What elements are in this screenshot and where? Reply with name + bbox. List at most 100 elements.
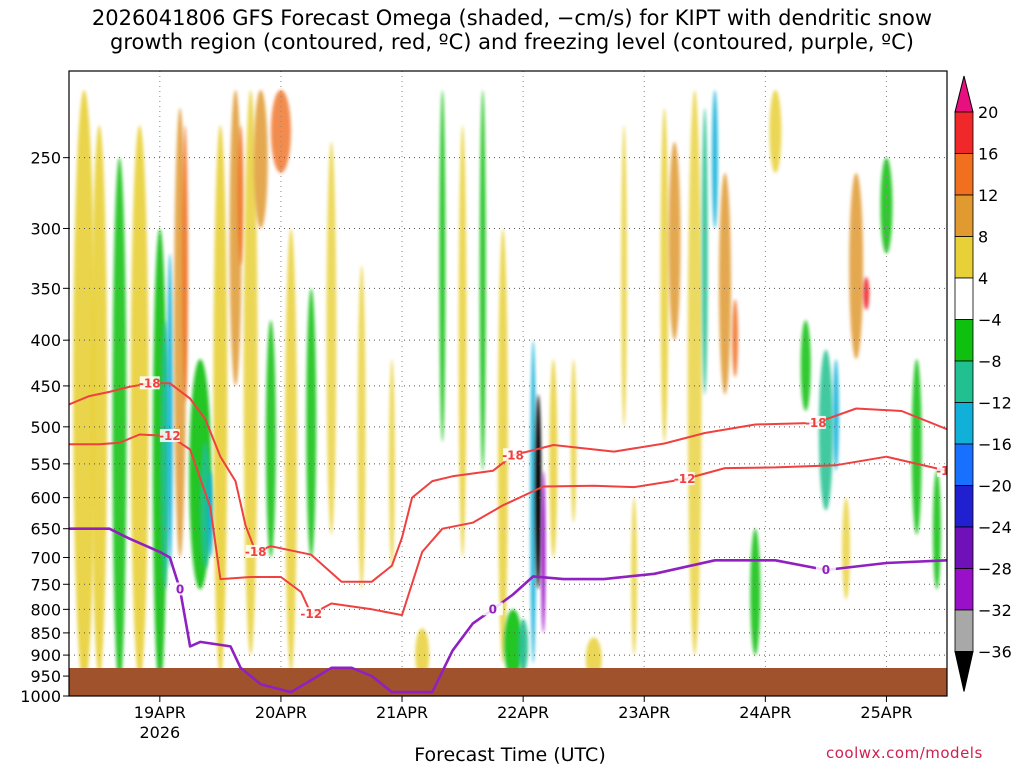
x-year-label: 2026: [139, 723, 180, 742]
contour-label-bg: [805, 415, 826, 429]
x-tick-label: 19APR: [134, 703, 186, 722]
x-axis: 19APR 20APR 21APR 22APR 23APR 24APR 25APR 2026: [134, 696, 912, 742]
omega-plume: [842, 497, 851, 600]
colorbar: 20 16 12 8 4 −4 −8 −12 −16 −20 −24 −28 −32 −36: [954, 75, 1012, 692]
contour-label-bg: [674, 472, 695, 486]
colorbar-label: −8: [978, 352, 1002, 371]
omega-plume: [130, 125, 149, 681]
omega-plume: [660, 108, 669, 443]
contours: -18 -18 -18 -18 -12 -12 -12 -12 0 0 0: [69, 376, 958, 694]
contour-label-bg: [170, 582, 191, 596]
colorbar-swatch: [954, 443, 974, 486]
omega-plume: [880, 157, 893, 254]
y-tick-label: 350: [30, 279, 61, 298]
omega-plume: [497, 228, 508, 664]
contour-label: 0: [489, 602, 497, 616]
colorbar-swatch: [954, 277, 974, 320]
omega-plume: [160, 320, 169, 590]
contour-label-bg: [301, 607, 322, 621]
omega-plume: [182, 125, 189, 403]
omega-plume: [911, 359, 922, 535]
chart-title-line1: 2026041806 GFS Forecast Omega (shaded, −…: [91, 6, 933, 30]
omega-plume: [718, 172, 731, 395]
omega-plume: [518, 618, 529, 672]
colorbar-label: 8: [978, 228, 988, 247]
y-tick-label: 650: [30, 520, 61, 539]
y-tick-label: 400: [30, 331, 61, 350]
contour-label: -12: [300, 607, 322, 621]
contour-label: -12: [159, 429, 181, 443]
omega-plume: [818, 349, 833, 511]
x-tick-label: 24APR: [739, 703, 791, 722]
colorbar-label: −36: [978, 643, 1012, 662]
omega-plume: [112, 157, 127, 689]
omega-plume: [166, 253, 173, 569]
contour-label: -18: [805, 416, 827, 430]
omega-plume: [213, 125, 228, 677]
omega-plume: [388, 359, 395, 569]
x-tick-label: 21APR: [376, 703, 428, 722]
contour-label-bg: [815, 563, 836, 577]
colorbar-label: 20: [978, 103, 998, 122]
x-tick-label: 25APR: [860, 703, 912, 722]
omega-plume: [863, 277, 870, 310]
colorbar-label: −4: [978, 311, 1002, 330]
omega-plume: [479, 89, 486, 471]
omega-plume: [306, 288, 317, 558]
colorbar-label: −16: [978, 435, 1012, 454]
omega-plume: [570, 359, 577, 523]
omega-plume: [439, 89, 446, 443]
colorbar-swatch: [954, 402, 974, 445]
omega-plume: [458, 125, 467, 558]
contour-label: -18: [139, 376, 161, 390]
colorbar-swatch: [954, 111, 974, 154]
plot-frame: [68, 70, 948, 697]
grid-lines: [69, 71, 947, 696]
omega-plume: [504, 609, 523, 681]
y-tick-label: 700: [30, 548, 61, 567]
omega-plume: [326, 141, 337, 535]
omega-plume: [732, 299, 739, 378]
omega-plume: [73, 89, 96, 689]
omega-plume: [711, 89, 718, 229]
y-tick-label: 950: [30, 667, 61, 686]
colorbar-label: −28: [978, 560, 1012, 579]
omega-plume: [668, 141, 681, 341]
contour-line: [69, 382, 947, 583]
y-tick-label: 800: [30, 600, 61, 619]
colorbar-label: −20: [978, 477, 1012, 496]
y-tick-label: 1000: [20, 687, 61, 706]
contour-label-bg: [159, 429, 180, 443]
colorbar-swatch: [954, 526, 974, 569]
omega-plume: [541, 470, 546, 633]
omega-plume: [237, 125, 244, 266]
colorbar-swatch: [954, 319, 974, 362]
colorbar-swatch: [954, 485, 974, 528]
contour-label: -12: [936, 464, 958, 478]
chart-title-line2: growth region (contoured, red, ºC) and f…: [110, 30, 914, 54]
colorbar-label: −12: [978, 394, 1012, 413]
y-tick-label: 500: [30, 418, 61, 437]
omega-plume: [769, 89, 782, 173]
x-tick-label: 20APR: [255, 703, 307, 722]
omega-plume: [701, 108, 708, 395]
y-tick-label: 850: [30, 624, 61, 643]
contour-line: [69, 527, 947, 694]
omega-plume: [932, 470, 941, 590]
y-tick-label: 750: [30, 575, 61, 594]
y-tick-label: 600: [30, 489, 61, 508]
y-tick-label: 300: [30, 219, 61, 238]
contour-label-bg: [937, 463, 947, 477]
omega-plume: [285, 228, 298, 672]
contour-label-bg: [245, 544, 266, 558]
colorbar-swatch: [954, 360, 974, 403]
omega-plume: [530, 340, 537, 664]
omega-shading: [73, 89, 941, 689]
omega-plume: [687, 89, 702, 656]
y-axis: 250 300 350 400 450 500 550 600 650 700 750 800 850 9…: [20, 149, 69, 706]
contour-label: 0: [176, 582, 184, 596]
contour-label: -12: [674, 472, 696, 486]
colorbar-swatch: [954, 153, 974, 196]
colorbar-top-arrow: [954, 75, 974, 113]
terrain-fill: [69, 668, 947, 696]
